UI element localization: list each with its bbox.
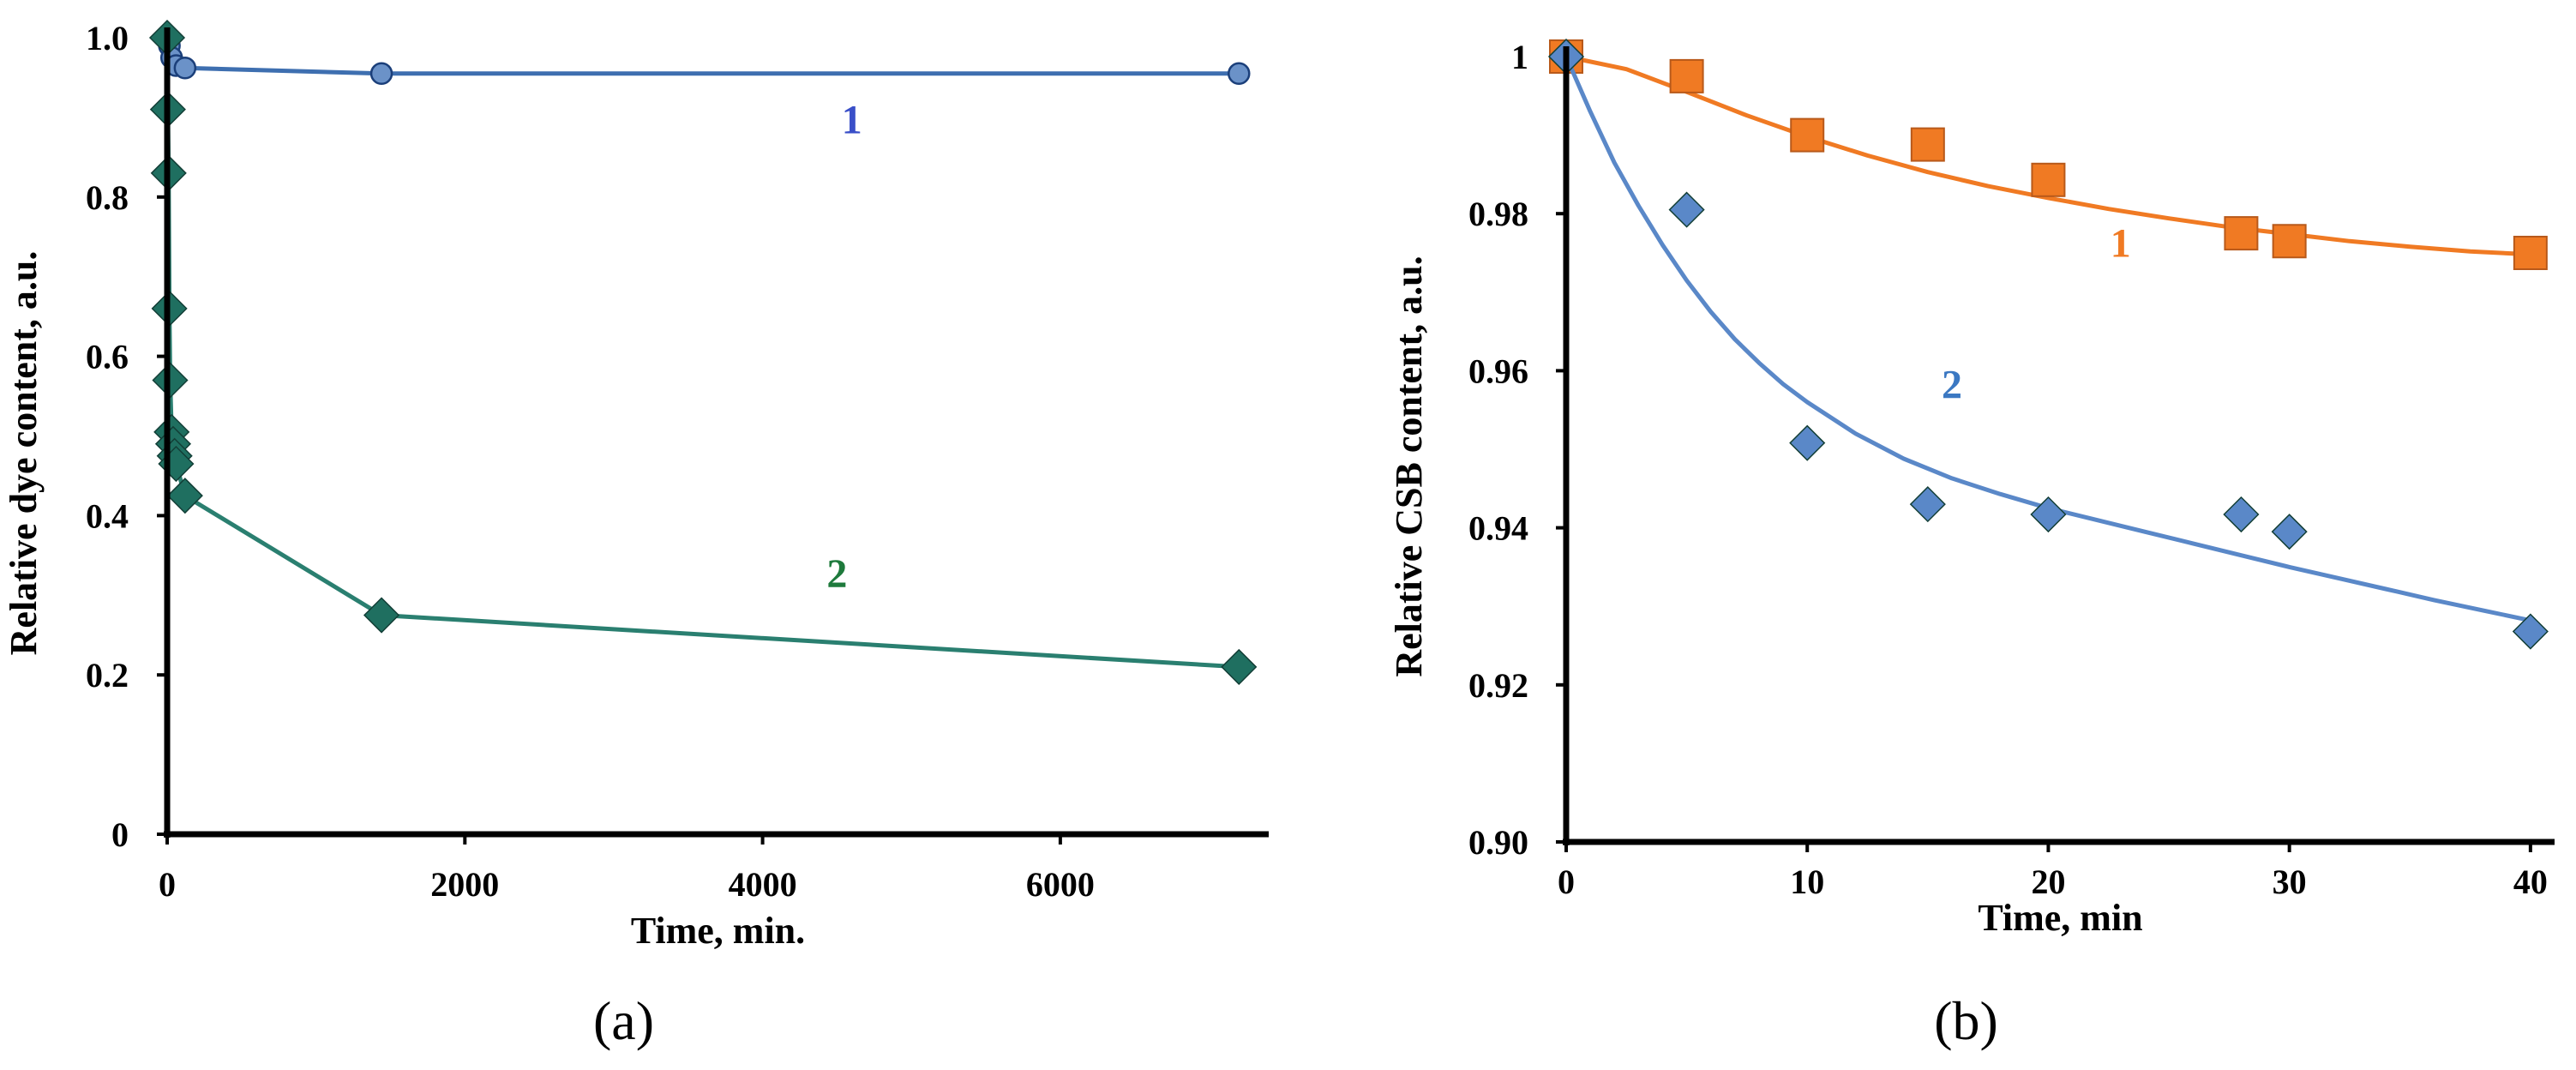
x-tick-label: 0 <box>1558 863 1575 901</box>
y-tick-label: 1.0 <box>86 19 129 57</box>
x-tick-label: 20 <box>2031 863 2065 901</box>
x-tick-label: 40 <box>2513 863 2548 901</box>
y-tick-label: 0.6 <box>86 338 129 376</box>
data-point <box>1789 424 1826 461</box>
y-tick-label: 0 <box>111 815 129 854</box>
series-line <box>165 37 1240 670</box>
data-point <box>173 57 197 80</box>
y-tick-label: 0.2 <box>86 656 129 694</box>
data-point <box>1790 117 1825 153</box>
data-point <box>2031 162 2066 197</box>
data-point <box>2272 224 2307 259</box>
series-1: 1 <box>1549 39 2548 270</box>
data-point <box>1221 648 1258 685</box>
data-point <box>1909 486 1946 523</box>
y-tick-label: 0.94 <box>1468 509 1528 548</box>
y-tick-label: 0.8 <box>86 178 129 217</box>
series-2: 2 <box>1547 38 2549 650</box>
data-point <box>2030 496 2067 533</box>
data-point <box>2223 496 2260 533</box>
series-label: 2 <box>826 551 847 597</box>
series-label: 1 <box>2111 221 2131 267</box>
data-point <box>166 478 203 514</box>
y-tick-label: 0.92 <box>1468 666 1528 705</box>
data-point <box>2513 236 2548 270</box>
x-tick-label: 10 <box>1790 863 1824 901</box>
x-axis-title: Time, min <box>1978 897 2142 939</box>
x-tick-label: 4000 <box>729 865 797 904</box>
panel-label: (a) <box>593 990 654 1051</box>
series-2: 2 <box>148 19 1258 685</box>
x-tick-label: 6000 <box>1026 865 1095 904</box>
fit-curve <box>1564 55 2531 623</box>
series-label: 1 <box>842 97 862 142</box>
series-line <box>165 37 1240 76</box>
y-tick-label: 1 <box>1511 38 1528 76</box>
y-axis-title: Relative dye content, a.u. <box>3 251 45 656</box>
data-point <box>369 62 393 86</box>
x-tick-label: 0 <box>159 865 176 904</box>
x-tick-label: 2000 <box>430 865 499 904</box>
series-label: 2 <box>1942 362 1962 407</box>
x-tick-label: 30 <box>2273 863 2307 901</box>
y-tick-label: 0.96 <box>1468 352 1528 390</box>
data-point <box>1669 58 1704 93</box>
data-point <box>2224 216 2259 251</box>
data-point <box>1668 191 1705 228</box>
data-point <box>363 597 400 634</box>
data-point <box>2512 613 2549 650</box>
chart-a: 0 0.2 0.4 0.6 0.8 1.0 0 2000 4000 6000 Time, min. R… <box>3 19 1269 1051</box>
panel-label: (b) <box>1934 990 1998 1051</box>
series-1: 1 <box>155 26 1251 142</box>
x-axis-title: Time, min. <box>631 910 805 952</box>
y-tick-label: 0.90 <box>1468 823 1528 862</box>
fit-curve <box>1565 54 2531 257</box>
data-point <box>1910 127 1945 162</box>
data-point <box>2271 514 2308 550</box>
y-tick-label: 0.4 <box>86 496 129 535</box>
y-axis-title: Relative CSB content, a.u. <box>1388 255 1430 676</box>
data-point <box>1228 62 1251 86</box>
y-tick-label: 0.98 <box>1468 195 1528 233</box>
